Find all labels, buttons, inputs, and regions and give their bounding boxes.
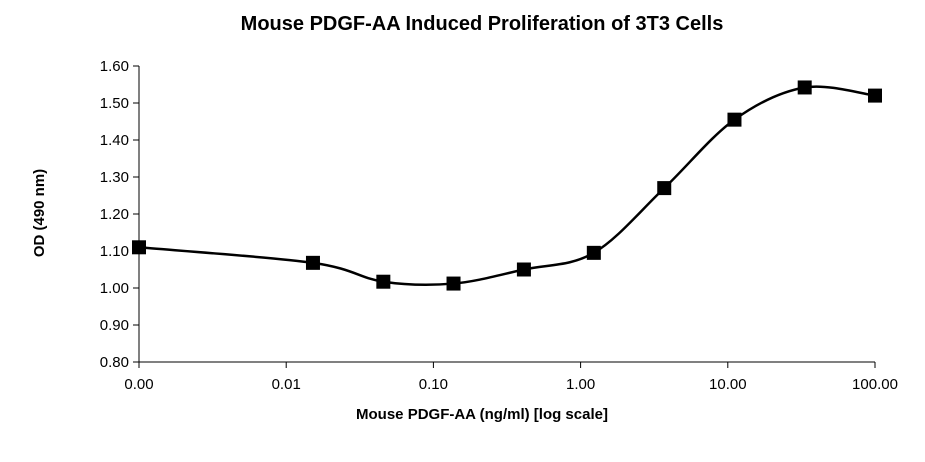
data-point-2 <box>376 274 391 289</box>
series-group <box>132 80 882 291</box>
data-point-4 <box>516 262 531 277</box>
y-axis-label: OD (490 nm) <box>31 169 48 257</box>
data-point-0 <box>132 240 146 255</box>
x-tick-label: 0.01 <box>272 376 301 393</box>
y-tick-label: 1.30 <box>100 169 129 186</box>
y-axis-ticks: 0.80 0.90 1.00 1.10 1.20 1.30 1.40 1.50 1.60 <box>100 58 139 371</box>
x-axis-ticks: 0.00 0.01 0.10 1.00 10.00 100.00 <box>124 362 898 393</box>
y-tick-label: 1.20 <box>100 206 129 223</box>
data-point-3 <box>446 276 461 291</box>
x-tick-label: 0.10 <box>419 376 448 393</box>
series-line <box>138 85 876 287</box>
y-tick-label: 0.80 <box>100 354 129 371</box>
x-tick-label: 1.00 <box>566 376 595 393</box>
data-point-8 <box>797 80 812 95</box>
data-point-6 <box>657 181 672 196</box>
y-tick-label: 1.00 <box>100 280 129 297</box>
data-point-7 <box>727 112 742 127</box>
y-tick-label: 0.90 <box>100 317 129 334</box>
data-point-1 <box>305 255 320 270</box>
y-tick-label: 1.50 <box>100 95 129 112</box>
data-point-9 <box>868 88 882 103</box>
x-axis-label: Mouse PDGF-AA (ng/ml) [log scale] <box>356 406 608 423</box>
y-tick-label: 1.40 <box>100 132 129 149</box>
data-point-5 <box>586 245 601 260</box>
x-tick-label: 0.00 <box>124 376 153 393</box>
chart-title: Mouse PDGF-AA Induced Proliferation of 3… <box>241 13 724 35</box>
y-tick-label: 1.60 <box>100 58 129 75</box>
x-tick-label: 10.00 <box>709 376 747 393</box>
x-tick-label: 100.00 <box>852 376 898 393</box>
y-tick-label: 1.10 <box>100 243 129 260</box>
